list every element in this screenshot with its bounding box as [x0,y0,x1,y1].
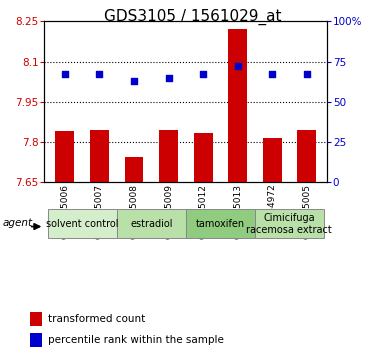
FancyBboxPatch shape [255,210,324,238]
Bar [30,333,42,347]
Bar [194,133,213,182]
Text: estradiol: estradiol [130,219,172,229]
Point [269,72,275,77]
Text: percentile rank within the sample: percentile rank within the sample [48,335,223,345]
FancyBboxPatch shape [117,210,186,238]
Bar [30,312,42,326]
Point [234,63,241,69]
FancyBboxPatch shape [48,210,117,238]
Point [96,72,102,77]
Point [303,72,310,77]
Bar [297,130,316,182]
Point [200,72,206,77]
Bar [228,29,247,182]
FancyBboxPatch shape [186,210,255,238]
Point [166,75,172,80]
Text: solvent control: solvent control [46,219,119,229]
Text: transformed count: transformed count [48,314,145,324]
Bar [124,157,144,182]
Bar [159,130,178,182]
Point [62,72,68,77]
Text: Cimicifuga
racemosa extract: Cimicifuga racemosa extract [246,213,332,235]
Text: tamoxifen: tamoxifen [196,219,245,229]
Point [131,78,137,84]
Text: agent: agent [2,218,32,228]
Bar [55,131,74,182]
Bar [263,138,281,182]
Bar [90,130,109,182]
Text: GDS3105 / 1561029_at: GDS3105 / 1561029_at [104,9,281,25]
